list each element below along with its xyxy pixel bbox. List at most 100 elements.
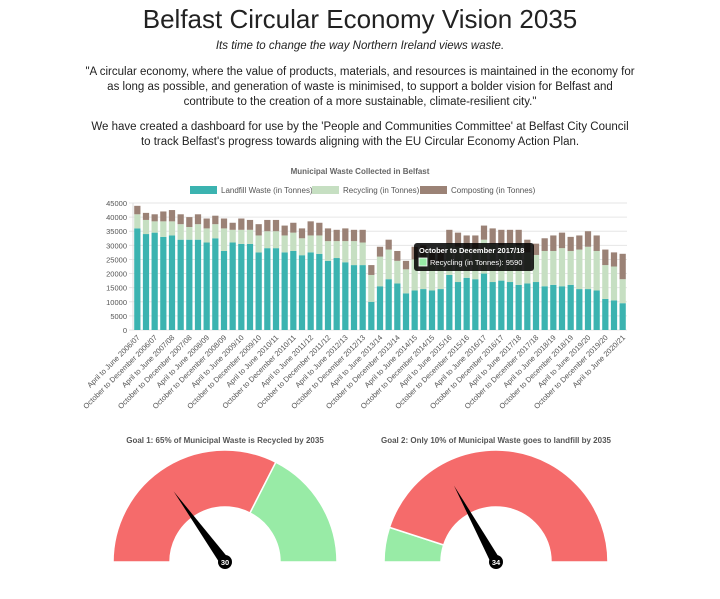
y-tick-label: 35000	[106, 227, 127, 236]
bar-1-49	[558, 248, 566, 287]
bar-2-36	[446, 229, 453, 244]
bar-0-50	[567, 284, 574, 330]
gauge-needle-hub	[489, 555, 503, 569]
bar-1-9	[212, 224, 219, 239]
bar-2-20	[307, 221, 314, 236]
bar-2-6	[186, 217, 193, 227]
bar-0-42	[498, 280, 505, 330]
bar-0-31	[402, 293, 410, 330]
bar-2-15	[264, 219, 271, 232]
bar-1-55	[610, 266, 618, 301]
bar-1-1	[142, 219, 150, 235]
page-subtitle: Its time to change the way Northern Irel…	[215, 40, 505, 52]
bar-2-46	[532, 243, 540, 255]
bar-0-0	[134, 228, 141, 330]
gauge-segment-1	[388, 449, 609, 563]
gauge-needle	[173, 491, 230, 565]
bar-1-31	[402, 269, 410, 294]
dashboard-description: We have created a dashboard for use by t…	[91, 121, 629, 148]
bar-1-19	[298, 238, 306, 256]
bar-1-30	[394, 260, 401, 284]
bar-0-46	[532, 282, 540, 330]
bar-2-47	[541, 238, 548, 251]
bar-1-47	[541, 250, 548, 287]
tooltip-title: October to December 2017/18	[419, 246, 524, 255]
bar-0-26	[359, 265, 366, 330]
gauge-value-label: 34	[492, 558, 501, 567]
bar-0-9	[212, 238, 219, 330]
bar-2-38	[463, 235, 470, 249]
bar-2-7	[194, 214, 202, 225]
bar-0-53	[593, 290, 600, 330]
bar-2-55	[610, 252, 618, 267]
bar-0-35	[437, 289, 444, 330]
bar-2-53	[593, 235, 600, 251]
bar-1-16	[272, 231, 280, 249]
bar-2-51	[576, 235, 583, 250]
bar-0-52	[584, 289, 592, 330]
goal2-title: Goal 2: Only 10% of Municipal Waste goes…	[381, 436, 612, 445]
bar-2-44	[515, 229, 522, 246]
bar-0-18	[290, 250, 297, 330]
bar-2-31	[402, 260, 410, 270]
bar-1-29	[385, 249, 392, 280]
bar-1-32	[411, 259, 418, 291]
bar-2-56	[619, 253, 626, 280]
bar-0-6	[186, 239, 193, 330]
bar-2-19	[298, 228, 306, 239]
bar-0-17	[281, 252, 288, 330]
bar-0-36	[446, 274, 453, 330]
bar-2-14	[255, 224, 262, 236]
bar-0-5	[177, 239, 184, 330]
bar-1-11	[229, 229, 236, 243]
bar-0-22	[324, 260, 332, 330]
vision-quote: "A circular economy, where the value of …	[85, 66, 635, 108]
bar-0-49	[558, 286, 566, 330]
bar-1-20	[307, 235, 314, 253]
bar-2-2	[151, 214, 158, 222]
bar-0-47	[541, 286, 548, 330]
bar-2-22	[324, 228, 332, 242]
bar-1-12	[238, 229, 245, 244]
bar-0-44	[515, 284, 522, 330]
bar-2-27	[368, 265, 375, 275]
gauge-segment-0	[112, 449, 277, 563]
bar-0-32	[411, 290, 418, 330]
y-axis: 0 5000 10000 15000 20000 25000 30000 35000 40000…	[106, 199, 127, 335]
bar-0-48	[550, 284, 557, 330]
bar-2-26	[359, 229, 366, 243]
y-tick-label: 40000	[106, 213, 127, 222]
bar-2-18	[290, 222, 297, 233]
bar-1-56	[619, 279, 626, 304]
goal-gauges: Goal 1: 65% of Municipal Waste is Recycl…	[112, 436, 612, 569]
bar-0-45	[524, 283, 531, 330]
bar-1-25	[350, 241, 358, 266]
bar-0-4	[168, 235, 176, 330]
bar-0-39	[472, 279, 479, 330]
legend-label-2: Composting (in Tonnes)	[451, 186, 536, 195]
bar-2-3	[160, 211, 167, 222]
bar-1-35	[437, 260, 444, 290]
tooltip-label: Recycling (in Tonnes): 9590	[430, 258, 522, 267]
bar-2-23	[333, 229, 340, 242]
gauge-needle-hub	[218, 555, 232, 569]
bar-0-13	[246, 243, 254, 330]
bar-2-28	[376, 246, 384, 257]
bar-0-11	[229, 242, 236, 330]
bar-0-54	[602, 298, 609, 330]
bar-0-16	[272, 248, 280, 330]
bar-2-50	[567, 236, 574, 251]
bar-2-0	[134, 205, 141, 215]
bar-1-26	[359, 242, 366, 266]
bar-1-34	[428, 263, 436, 291]
bar-0-33	[420, 289, 427, 330]
chart-title: Municipal Waste Collected in Belfast	[291, 167, 430, 176]
legend-label-1: Recycling (in Tonnes)	[343, 186, 420, 195]
bar-2-41	[489, 228, 496, 244]
bar-1-13	[246, 229, 254, 244]
bar-2-9	[212, 215, 219, 225]
bar-1-52	[584, 246, 592, 290]
bar-0-1	[142, 234, 150, 330]
bar-0-2	[151, 232, 158, 330]
